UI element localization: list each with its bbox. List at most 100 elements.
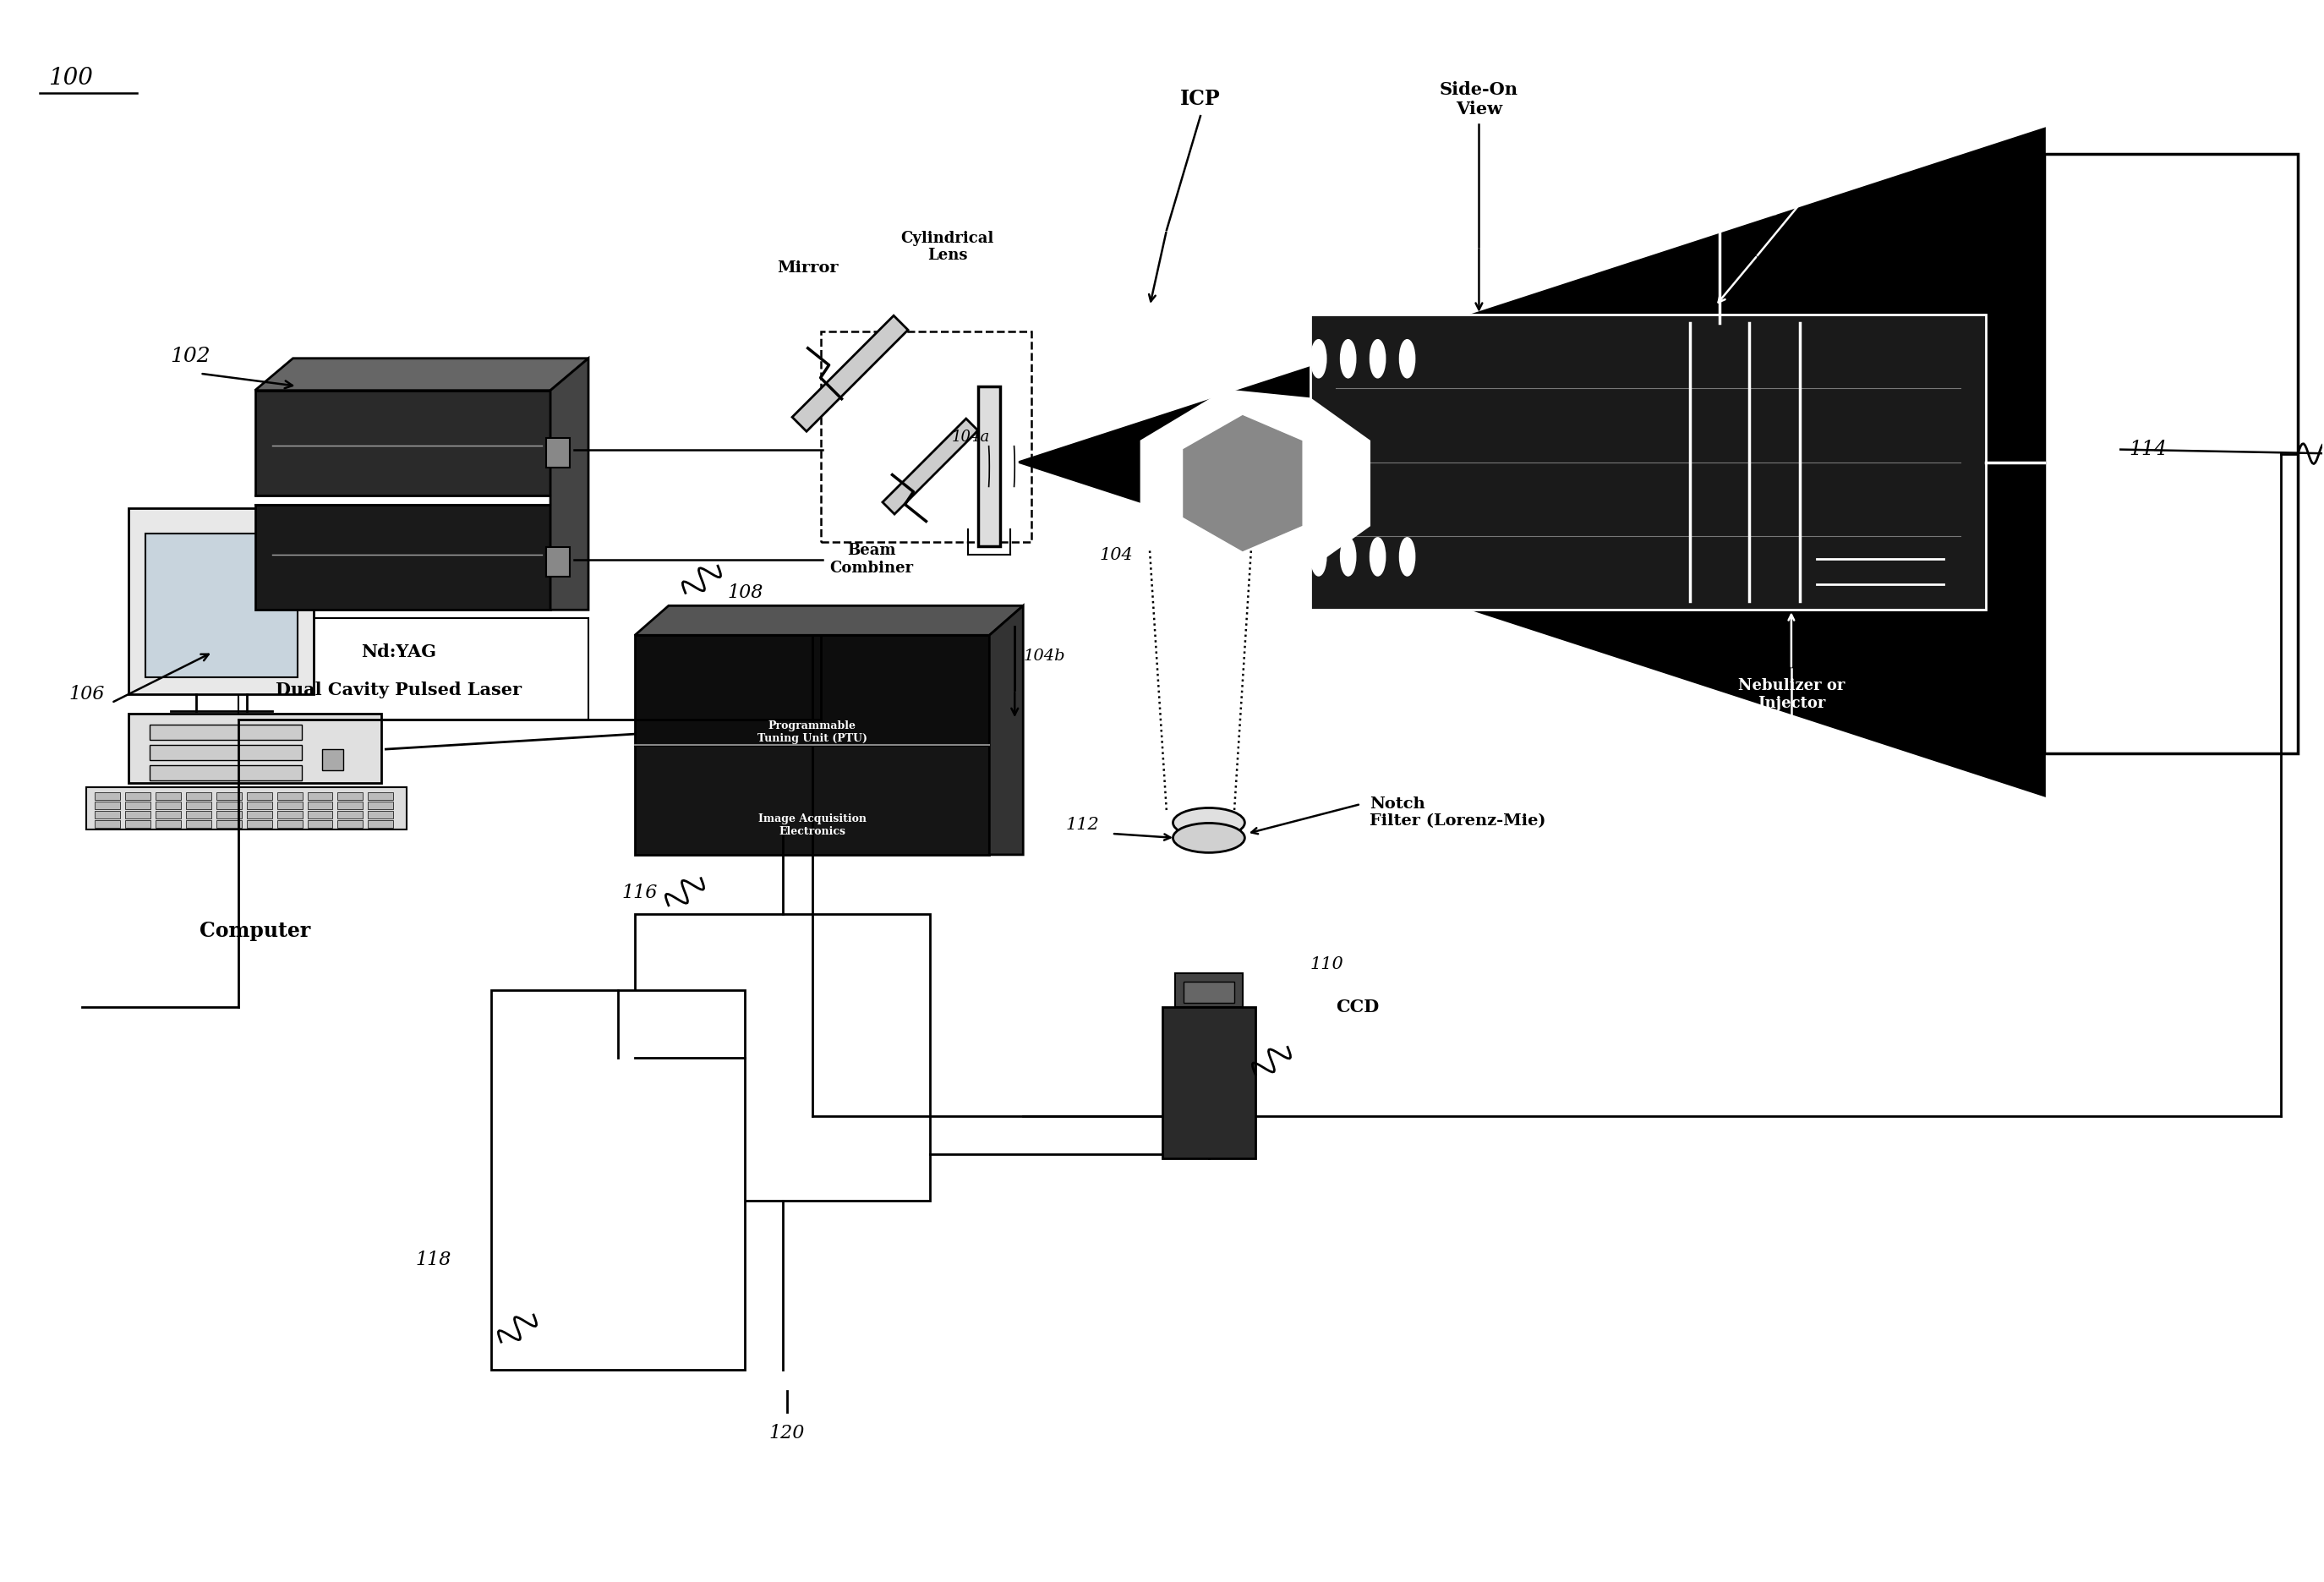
Text: 106: 106 bbox=[70, 685, 105, 704]
Polygon shape bbox=[256, 358, 588, 391]
Bar bbox=[149, 766, 302, 780]
Text: 118: 118 bbox=[416, 1251, 451, 1269]
Text: 114: 114 bbox=[2129, 440, 2166, 459]
Polygon shape bbox=[1018, 128, 2045, 796]
Polygon shape bbox=[634, 606, 1023, 636]
Text: Notch
Filter (Lorenz-Mie): Notch Filter (Lorenz-Mie) bbox=[1369, 796, 1545, 829]
Bar bbox=[144, 533, 297, 677]
Bar bbox=[277, 802, 302, 808]
Text: 104: 104 bbox=[1099, 547, 1132, 563]
Bar bbox=[186, 793, 211, 800]
Polygon shape bbox=[256, 505, 551, 611]
Ellipse shape bbox=[1311, 340, 1327, 378]
Ellipse shape bbox=[1399, 538, 1415, 576]
Bar bbox=[1311, 315, 1985, 611]
Bar bbox=[246, 812, 272, 818]
Bar bbox=[125, 802, 151, 808]
Bar bbox=[546, 438, 569, 467]
Bar bbox=[156, 802, 181, 808]
Bar bbox=[246, 793, 272, 800]
Bar bbox=[634, 745, 990, 854]
Bar bbox=[125, 812, 151, 818]
Bar bbox=[128, 713, 381, 783]
Bar bbox=[337, 802, 363, 808]
Bar bbox=[337, 812, 363, 818]
Text: Mirror: Mirror bbox=[776, 261, 839, 275]
Bar bbox=[367, 819, 393, 827]
Text: 112: 112 bbox=[1064, 818, 1099, 834]
Bar bbox=[1183, 981, 1234, 1003]
Bar bbox=[490, 990, 744, 1370]
Bar bbox=[367, 793, 393, 800]
Polygon shape bbox=[1141, 391, 1369, 576]
Ellipse shape bbox=[1399, 340, 1415, 378]
Bar bbox=[367, 802, 393, 808]
Bar bbox=[156, 793, 181, 800]
Bar bbox=[237, 619, 588, 720]
Bar bbox=[277, 793, 302, 800]
Bar bbox=[95, 819, 121, 827]
Polygon shape bbox=[883, 419, 978, 514]
Text: 102: 102 bbox=[170, 346, 211, 367]
Bar bbox=[216, 793, 242, 800]
Bar bbox=[186, 802, 211, 808]
Bar bbox=[1162, 1006, 1255, 1158]
Bar bbox=[1176, 973, 1243, 1006]
Bar bbox=[125, 793, 151, 800]
Polygon shape bbox=[978, 386, 999, 546]
Text: 104a: 104a bbox=[951, 429, 990, 445]
Bar bbox=[95, 793, 121, 800]
Text: Image Acquisition
Electronics: Image Acquisition Electronics bbox=[758, 813, 867, 837]
Bar bbox=[820, 331, 1032, 543]
Bar bbox=[367, 812, 393, 818]
Text: Nebulizer or
Injector: Nebulizer or Injector bbox=[1738, 679, 1845, 710]
Bar bbox=[149, 725, 302, 740]
Bar bbox=[125, 819, 151, 827]
Ellipse shape bbox=[1371, 538, 1385, 576]
Bar bbox=[216, 802, 242, 808]
Bar bbox=[186, 819, 211, 827]
Bar bbox=[246, 802, 272, 808]
Bar bbox=[246, 819, 272, 827]
Bar bbox=[307, 812, 332, 818]
Bar bbox=[156, 819, 181, 827]
Bar bbox=[2045, 153, 2298, 753]
Bar bbox=[186, 812, 211, 818]
Polygon shape bbox=[1183, 416, 1301, 551]
Bar bbox=[337, 793, 363, 800]
Bar bbox=[216, 819, 242, 827]
Ellipse shape bbox=[1371, 340, 1385, 378]
Polygon shape bbox=[256, 391, 551, 495]
Text: CCD: CCD bbox=[1336, 998, 1378, 1016]
Ellipse shape bbox=[1341, 538, 1355, 576]
Bar bbox=[337, 819, 363, 827]
Text: Beam
Combiner: Beam Combiner bbox=[830, 543, 913, 576]
Text: 104b: 104b bbox=[1023, 649, 1064, 664]
Text: ICP Torch: ICP Torch bbox=[1771, 155, 1862, 169]
Polygon shape bbox=[990, 606, 1023, 854]
Bar bbox=[216, 812, 242, 818]
Bar bbox=[323, 750, 344, 770]
Text: 100: 100 bbox=[49, 66, 93, 90]
Ellipse shape bbox=[1174, 808, 1246, 837]
Bar bbox=[307, 819, 332, 827]
Bar bbox=[307, 793, 332, 800]
Polygon shape bbox=[551, 358, 588, 611]
Text: Cylindrical
Lens: Cylindrical Lens bbox=[902, 231, 995, 263]
Bar bbox=[307, 802, 332, 808]
Bar bbox=[149, 745, 302, 761]
Ellipse shape bbox=[1341, 340, 1355, 378]
Bar bbox=[277, 819, 302, 827]
Ellipse shape bbox=[1311, 538, 1327, 576]
Text: 116: 116 bbox=[623, 883, 658, 902]
Bar bbox=[634, 636, 990, 745]
Bar bbox=[128, 508, 314, 694]
Text: Programmable
Tuning Unit (PTU): Programmable Tuning Unit (PTU) bbox=[758, 720, 867, 744]
Bar bbox=[156, 812, 181, 818]
Polygon shape bbox=[792, 315, 909, 432]
Ellipse shape bbox=[1174, 823, 1246, 853]
Bar bbox=[95, 812, 121, 818]
Text: ICP: ICP bbox=[1181, 89, 1220, 109]
Bar bbox=[86, 788, 407, 829]
Text: Dual Cavity Pulsed Laser: Dual Cavity Pulsed Laser bbox=[277, 682, 521, 699]
